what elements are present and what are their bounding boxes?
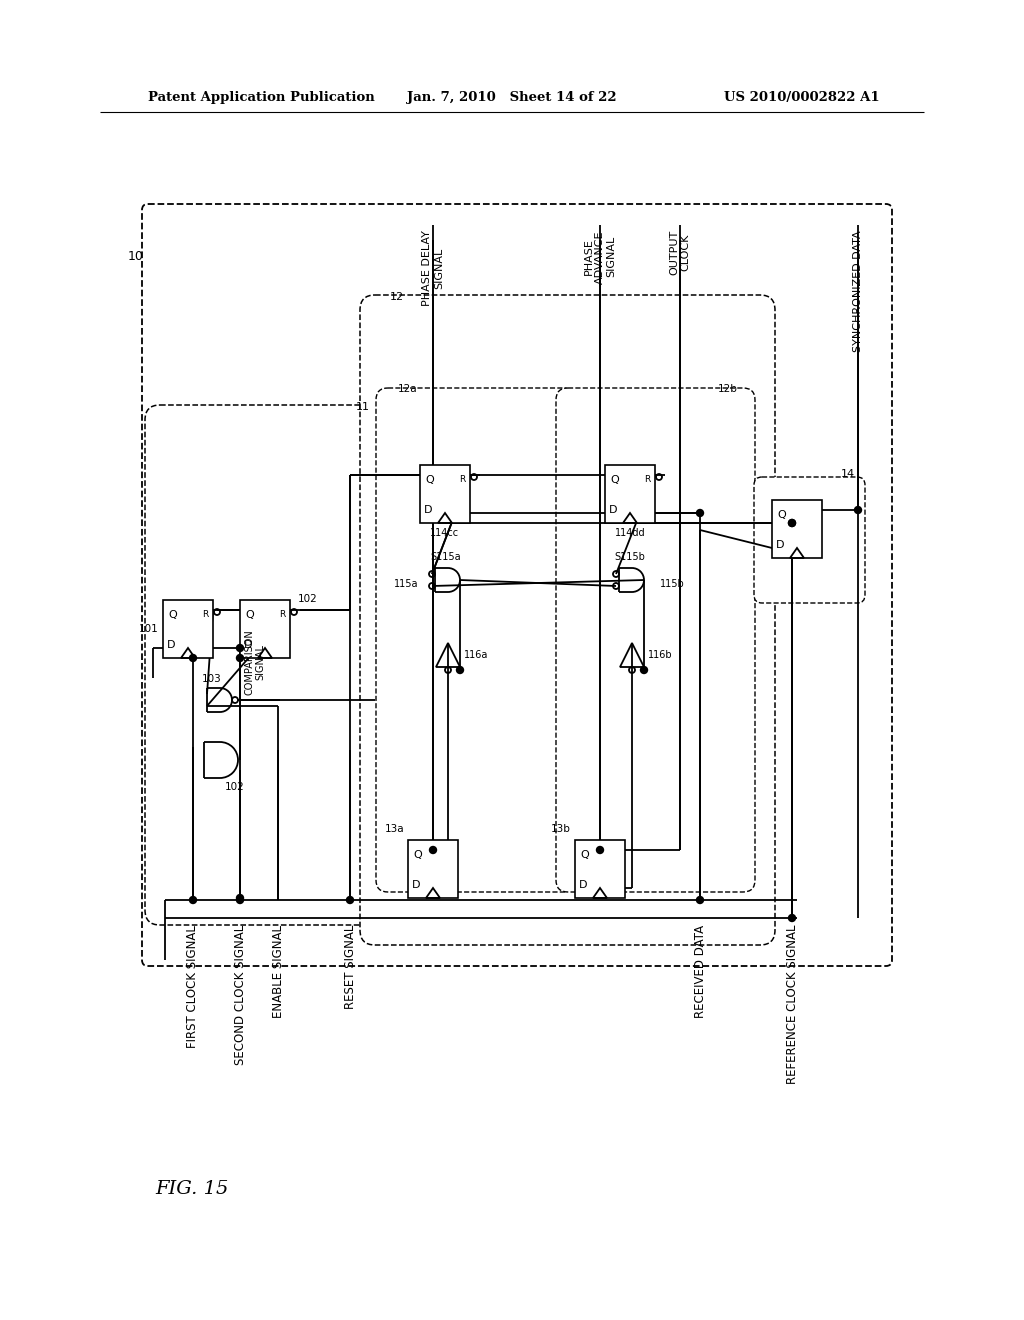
Text: RECEIVED DATA: RECEIVED DATA bbox=[693, 925, 707, 1018]
Text: 101: 101 bbox=[139, 624, 159, 634]
Circle shape bbox=[696, 896, 703, 903]
Text: D: D bbox=[424, 506, 432, 515]
Circle shape bbox=[189, 655, 197, 661]
Circle shape bbox=[237, 895, 244, 902]
Text: Q: Q bbox=[580, 850, 589, 861]
Text: 116b: 116b bbox=[648, 649, 673, 660]
FancyBboxPatch shape bbox=[142, 205, 892, 966]
Circle shape bbox=[696, 510, 703, 516]
Circle shape bbox=[429, 846, 436, 854]
Circle shape bbox=[640, 667, 647, 673]
Text: S115b: S115b bbox=[614, 552, 645, 562]
Text: 12b: 12b bbox=[718, 384, 738, 393]
Bar bbox=[240, 601, 290, 657]
Bar bbox=[163, 601, 213, 657]
Text: PHASE
ADVANCE
SIGNAL: PHASE ADVANCE SIGNAL bbox=[584, 230, 616, 284]
Text: D: D bbox=[776, 540, 784, 550]
FancyBboxPatch shape bbox=[360, 294, 775, 945]
Text: 114cc: 114cc bbox=[430, 528, 460, 539]
Text: 102: 102 bbox=[225, 781, 245, 792]
Circle shape bbox=[237, 655, 244, 661]
Bar bbox=[420, 465, 470, 523]
FancyBboxPatch shape bbox=[145, 405, 390, 925]
Text: SYNCHRONIZED DATA: SYNCHRONIZED DATA bbox=[853, 230, 863, 351]
Text: R: R bbox=[202, 610, 208, 619]
Text: D: D bbox=[579, 880, 588, 890]
Text: 13b: 13b bbox=[551, 824, 571, 834]
Text: Jan. 7, 2010   Sheet 14 of 22: Jan. 7, 2010 Sheet 14 of 22 bbox=[408, 91, 616, 104]
Text: 103: 103 bbox=[202, 675, 222, 684]
Text: SECOND CLOCK SIGNAL: SECOND CLOCK SIGNAL bbox=[233, 925, 247, 1065]
Text: Q: Q bbox=[168, 610, 177, 620]
Circle shape bbox=[189, 896, 197, 903]
Text: 102: 102 bbox=[298, 594, 317, 605]
Text: COMPARISON
SIGNAL: COMPARISON SIGNAL bbox=[244, 630, 266, 696]
FancyBboxPatch shape bbox=[376, 388, 575, 892]
Text: Q: Q bbox=[610, 475, 618, 484]
Text: US 2010/0002822 A1: US 2010/0002822 A1 bbox=[724, 91, 880, 104]
Text: D: D bbox=[167, 640, 175, 649]
Circle shape bbox=[788, 915, 796, 921]
Circle shape bbox=[237, 896, 244, 903]
FancyBboxPatch shape bbox=[754, 477, 865, 603]
Text: 116a: 116a bbox=[464, 649, 488, 660]
Text: 115b: 115b bbox=[660, 579, 685, 589]
Circle shape bbox=[237, 644, 244, 652]
Text: 114dd: 114dd bbox=[614, 528, 645, 539]
Text: 14: 14 bbox=[841, 469, 855, 479]
Text: Patent Application Publication: Patent Application Publication bbox=[148, 91, 375, 104]
Text: D: D bbox=[412, 880, 421, 890]
Text: Q: Q bbox=[777, 510, 785, 520]
Circle shape bbox=[788, 520, 796, 527]
Text: PHASE DELAY
SIGNAL: PHASE DELAY SIGNAL bbox=[422, 230, 443, 306]
Bar bbox=[575, 840, 625, 898]
Text: ENABLE SIGNAL: ENABLE SIGNAL bbox=[271, 925, 285, 1018]
FancyBboxPatch shape bbox=[556, 388, 755, 892]
Text: 12: 12 bbox=[390, 292, 404, 302]
Bar bbox=[605, 465, 655, 523]
Text: 115a: 115a bbox=[393, 579, 418, 589]
Text: R: R bbox=[644, 475, 650, 484]
Text: REFERENCE CLOCK SIGNAL: REFERENCE CLOCK SIGNAL bbox=[785, 925, 799, 1085]
Circle shape bbox=[346, 896, 353, 903]
Text: 13a: 13a bbox=[384, 824, 404, 834]
Circle shape bbox=[788, 520, 796, 527]
Text: R: R bbox=[459, 475, 465, 484]
Text: OUTPUT
CLOCK: OUTPUT CLOCK bbox=[670, 230, 691, 276]
Text: Q: Q bbox=[413, 850, 422, 861]
Bar bbox=[772, 500, 822, 558]
Text: Q: Q bbox=[245, 610, 254, 620]
Circle shape bbox=[854, 507, 861, 513]
Text: R: R bbox=[279, 610, 285, 619]
Text: 10: 10 bbox=[128, 249, 144, 263]
Text: D: D bbox=[609, 506, 617, 515]
Text: RESET SIGNAL: RESET SIGNAL bbox=[343, 925, 356, 1010]
Circle shape bbox=[457, 667, 464, 673]
Text: S115a: S115a bbox=[430, 552, 461, 562]
Text: 12a: 12a bbox=[398, 384, 418, 393]
Text: Q: Q bbox=[425, 475, 434, 484]
Text: FIRST CLOCK SIGNAL: FIRST CLOCK SIGNAL bbox=[186, 925, 200, 1048]
Text: 11: 11 bbox=[356, 403, 370, 412]
Text: FIG. 15: FIG. 15 bbox=[155, 1180, 228, 1199]
Text: D: D bbox=[244, 640, 253, 649]
Bar bbox=[408, 840, 458, 898]
Circle shape bbox=[597, 846, 603, 854]
